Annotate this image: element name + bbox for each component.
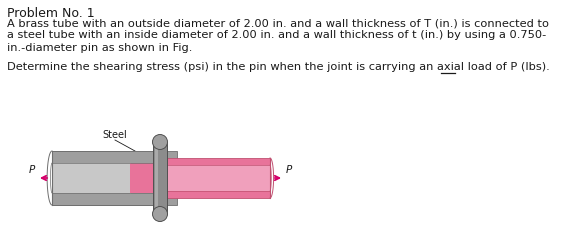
Circle shape <box>153 207 168 222</box>
Bar <box>153 142 167 214</box>
Circle shape <box>153 135 168 150</box>
Text: Brass: Brass <box>211 174 238 184</box>
Text: A brass tube with an outside diameter of 2.00 in. and a wall thickness of T (in.: A brass tube with an outside diameter of… <box>7 18 549 28</box>
Bar <box>155 142 158 214</box>
Bar <box>130 163 153 193</box>
Text: Steel: Steel <box>103 129 127 139</box>
Text: Determine the shearing stress (psi) in the pin when the joint is carrying an axi: Determine the shearing stress (psi) in t… <box>7 61 550 71</box>
Bar <box>52 151 177 205</box>
Bar <box>130 158 270 198</box>
Text: a steel tube with an inside diameter of 2.00 in. and a wall thickness of t (in.): a steel tube with an inside diameter of … <box>7 30 546 40</box>
Text: P: P <box>29 164 35 174</box>
Text: in.-diameter pin as shown in Fig.: in.-diameter pin as shown in Fig. <box>7 43 192 53</box>
Bar <box>130 151 153 205</box>
Bar <box>130 165 270 191</box>
Text: Problem No. 1: Problem No. 1 <box>7 7 94 20</box>
Bar <box>52 163 177 193</box>
Text: P: P <box>286 164 292 174</box>
